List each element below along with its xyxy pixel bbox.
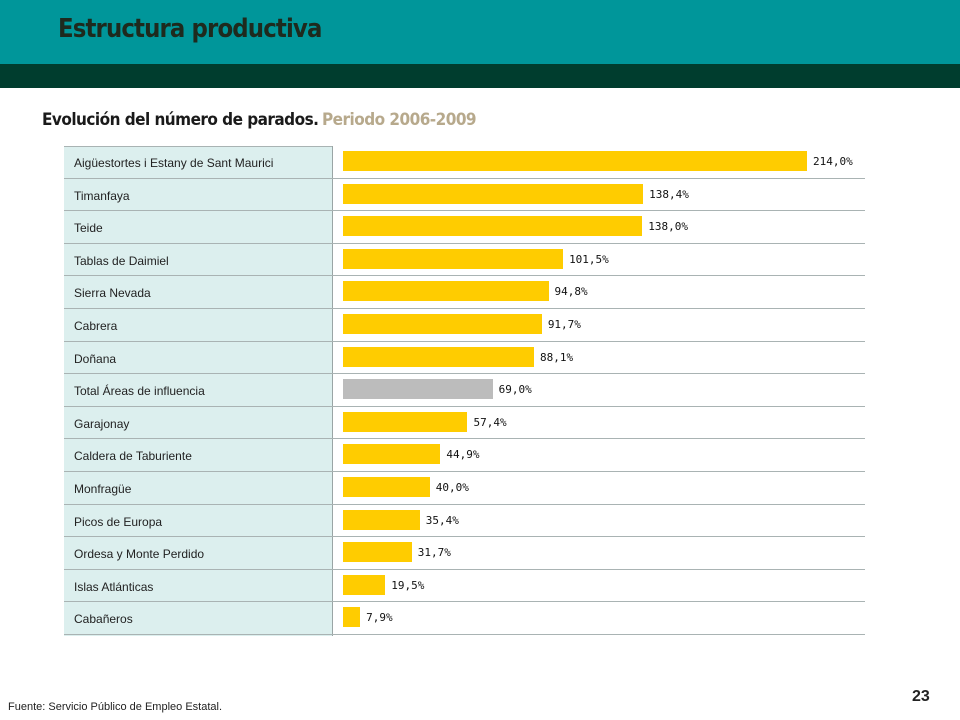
row-separator <box>64 471 865 472</box>
bar <box>343 248 564 269</box>
data-label: 44,9% <box>446 448 480 462</box>
data-label: 101,5% <box>569 252 609 266</box>
category-label: Aigüestortes i Estany de Sant Maurici <box>74 156 274 170</box>
bar <box>343 542 412 563</box>
row-separator <box>64 634 865 635</box>
category-label: Total Áreas de influencia <box>74 384 205 399</box>
chart-title-main: Evolución del número de parados. <box>42 110 319 130</box>
data-label: 40,0% <box>435 481 469 494</box>
category-label: Islas Atlánticas <box>74 579 154 594</box>
bar <box>343 346 535 367</box>
chart-title: Evolución del número de parados. Periodo … <box>42 110 477 130</box>
category-label: Monfragüe <box>74 482 132 496</box>
bar <box>343 281 549 302</box>
header-dark-band <box>0 64 960 88</box>
row-separator <box>64 178 865 179</box>
row-separator <box>64 373 865 374</box>
page-title: Estructura productiva <box>58 14 322 44</box>
row-separator <box>64 504 865 505</box>
row-separator <box>64 406 865 407</box>
header-band <box>0 0 960 64</box>
category-label: Garajonay <box>74 416 130 431</box>
row-separator <box>64 275 865 276</box>
bar <box>343 444 441 465</box>
row-separator <box>64 601 865 602</box>
category-label: Doñana <box>74 351 117 366</box>
bar <box>343 183 644 204</box>
data-label: 7,9% <box>366 611 393 625</box>
data-label: 35,4% <box>425 513 459 527</box>
data-label: 19,5% <box>391 578 425 592</box>
category-label: Caldera de Taburiente <box>74 449 192 464</box>
category-label: Picos de Europa <box>74 514 163 529</box>
category-label: Sierra Nevada <box>74 286 151 301</box>
source-note: Fuente: Servicio Público de Empleo Estat… <box>8 701 223 713</box>
bar <box>343 379 493 400</box>
category-label: Cabrera <box>74 319 118 333</box>
bar <box>343 509 420 530</box>
row-separator <box>64 210 865 211</box>
row-separator <box>64 341 865 342</box>
bar-chart: Aigüestortes i Estany de Sant Maurici 214… <box>64 146 865 636</box>
data-label: 94,8% <box>554 285 588 299</box>
category-label: Timanfaya <box>74 188 130 203</box>
category-label: Tablas de Daimiel <box>74 253 169 268</box>
bar <box>343 477 430 497</box>
data-label: 88,1% <box>540 350 574 364</box>
data-label: 138,0% <box>648 220 688 234</box>
row-separator <box>64 569 865 570</box>
data-label: 31,7% <box>417 546 451 560</box>
bar <box>343 216 643 237</box>
category-label-column <box>64 146 332 636</box>
column-divider <box>332 146 333 636</box>
row-separator <box>64 146 332 147</box>
row-separator <box>64 536 865 537</box>
row-separator <box>64 438 865 439</box>
page-number: 23 <box>912 688 930 705</box>
bar <box>343 607 361 628</box>
data-label: 57,4% <box>473 415 507 429</box>
row-separator <box>64 243 865 244</box>
data-label: 91,7% <box>547 318 581 331</box>
category-label: Cabañeros <box>74 612 133 627</box>
category-label: Ordesa y Monte Perdido <box>74 547 205 562</box>
category-label: Teide <box>74 221 103 236</box>
data-label: 214,0% <box>813 155 853 168</box>
data-label: 69,0% <box>498 383 532 397</box>
bar <box>343 411 468 432</box>
bar <box>343 151 807 171</box>
bar <box>343 314 542 334</box>
bar <box>343 574 386 595</box>
data-label: 138,4% <box>649 187 689 201</box>
chart-subtitle: Periodo 2006-2009 <box>322 110 477 130</box>
row-separator <box>64 308 865 309</box>
